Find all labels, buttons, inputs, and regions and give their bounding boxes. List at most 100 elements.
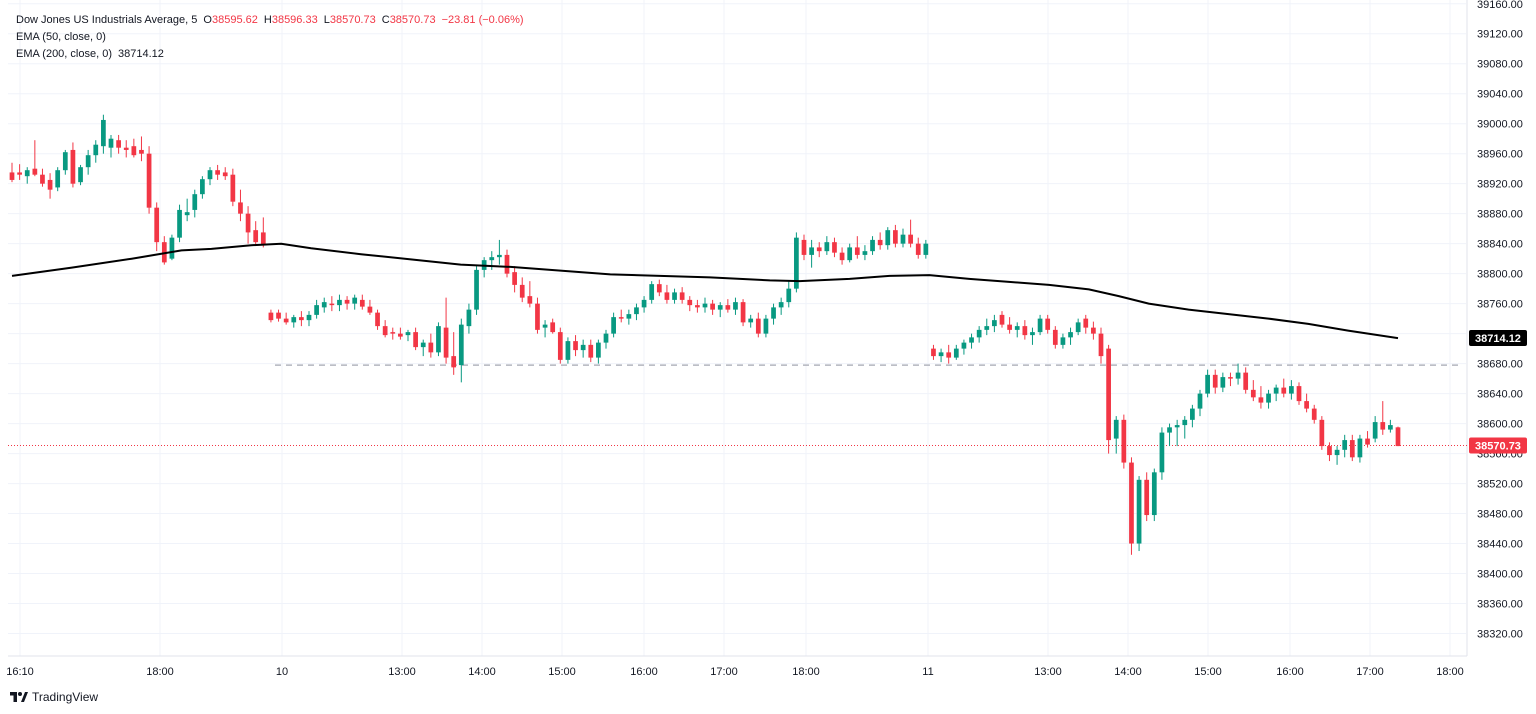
candle-body <box>398 333 403 337</box>
candle-body <box>1273 387 1279 394</box>
candle <box>1098 327 1104 364</box>
candle <box>778 297 784 315</box>
candle <box>1121 414 1127 469</box>
candle-body <box>755 318 761 334</box>
legend-ema50-row[interactable]: EMA (50, close, 0) <box>16 29 524 46</box>
candle <box>1174 419 1180 447</box>
candle-body <box>877 239 883 246</box>
candle <box>824 236 830 255</box>
candle <box>1319 416 1325 450</box>
candle-body <box>70 149 76 184</box>
candle <box>497 239 502 265</box>
candle-body <box>946 352 952 358</box>
candle-body <box>748 318 754 323</box>
candle <box>367 299 373 315</box>
candle <box>131 138 137 158</box>
candle <box>786 281 792 308</box>
candle <box>420 339 426 357</box>
y-tick-label: 38480.00 <box>1477 509 1523 521</box>
candle-body <box>1228 377 1233 379</box>
candle <box>451 332 457 375</box>
open-label: O <box>203 14 212 26</box>
candle-body <box>1174 425 1180 428</box>
candle <box>1228 372 1233 387</box>
candle <box>306 311 312 327</box>
low-value: 38570.73 <box>329 14 376 26</box>
candle-body <box>17 172 22 175</box>
y-tick-label: 38320.00 <box>1477 629 1523 641</box>
candle-body <box>177 209 182 238</box>
candle <box>535 297 540 334</box>
candle <box>733 297 738 315</box>
candle <box>1144 472 1150 522</box>
candle <box>565 337 571 364</box>
candle-body <box>1266 393 1271 403</box>
candle <box>276 309 281 322</box>
x-tick-label: 17:00 <box>1356 666 1384 678</box>
candle <box>1365 431 1370 448</box>
candle-body <box>238 202 243 214</box>
candle-body <box>283 318 289 323</box>
candle <box>870 236 875 255</box>
candle <box>923 239 929 259</box>
candle-body <box>1197 393 1203 409</box>
candle-body <box>1235 372 1241 379</box>
candle <box>512 266 517 293</box>
candle <box>108 134 114 158</box>
candle <box>1030 327 1035 345</box>
symbol-name[interactable]: Dow Jones US Industrials Average <box>16 14 186 26</box>
candle <box>1075 318 1081 336</box>
last-price-badge-text: 38570.73 <box>1475 441 1521 453</box>
candle <box>184 198 190 222</box>
candle <box>611 312 616 338</box>
candle-body <box>557 332 563 360</box>
candle-body <box>1296 386 1302 402</box>
candle-body <box>1052 329 1058 345</box>
candle <box>1304 393 1309 413</box>
candle-body <box>1030 332 1035 336</box>
candle-body <box>1091 327 1096 334</box>
candle <box>717 302 723 318</box>
candle-body <box>1388 425 1393 430</box>
candle <box>656 279 662 297</box>
candle <box>1372 416 1378 443</box>
candle <box>649 281 655 304</box>
candle-body <box>55 170 61 188</box>
candle <box>238 189 243 222</box>
candle <box>695 299 700 313</box>
candle-body <box>687 299 693 306</box>
candle <box>207 167 213 186</box>
candle-body <box>1159 432 1165 473</box>
candle <box>1388 419 1393 433</box>
x-tick-label: 16:00 <box>1276 666 1304 678</box>
y-tick-label: 38920.00 <box>1477 179 1523 191</box>
y-tick-label: 38880.00 <box>1477 209 1523 221</box>
x-tick-label: 18:00 <box>146 666 174 678</box>
interval-label[interactable]: 5 <box>191 14 198 26</box>
candle <box>1289 380 1294 400</box>
tradingview-brand[interactable]: TradingView <box>10 690 98 704</box>
candle-body <box>420 342 426 348</box>
candle-body <box>1289 386 1294 394</box>
candle-body <box>893 230 898 244</box>
last-price-badge: 38570.73 <box>1469 437 1527 454</box>
candle <box>1014 322 1020 338</box>
y-tick-label: 38640.00 <box>1477 389 1523 401</box>
candle <box>24 167 30 184</box>
candle <box>1311 404 1317 424</box>
legend-ema200-row[interactable]: EMA (200, close, 0) 38714.12 <box>16 46 524 63</box>
candle-body <box>344 299 350 304</box>
candle-body <box>1144 479 1150 516</box>
candle <box>47 173 53 199</box>
candle <box>832 237 837 258</box>
candle <box>268 309 274 323</box>
candle-body <box>992 320 997 327</box>
candle-body <box>1243 372 1249 390</box>
candle-body <box>512 272 517 285</box>
candle <box>641 296 647 313</box>
candle <box>1045 314 1051 334</box>
candle-body <box>519 284 525 298</box>
candle <box>1159 427 1165 480</box>
